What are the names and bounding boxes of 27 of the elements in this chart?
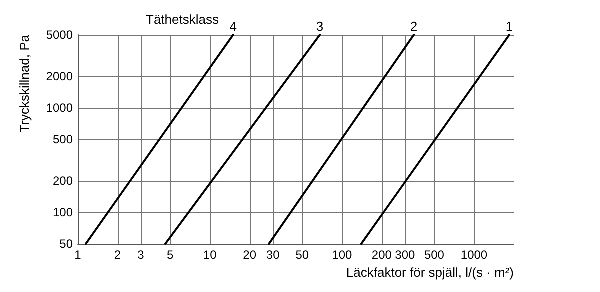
x-tick-label: 3 xyxy=(138,248,145,262)
series-label: 3 xyxy=(316,19,324,34)
y-tick-label: 50 xyxy=(60,237,74,251)
x-tick-label: 20 xyxy=(243,248,257,262)
series-label: 4 xyxy=(230,19,237,34)
x-tick-label: 50 xyxy=(296,248,310,262)
y-tick-label: 200 xyxy=(52,174,74,188)
y-tick-label: 1000 xyxy=(46,101,74,116)
series-label: 2 xyxy=(410,19,418,34)
x-tick-label: 300 xyxy=(395,248,416,262)
y-axis-title: Tryckskillnad, Pa xyxy=(17,34,32,133)
x-tick-label: 2 xyxy=(114,248,122,262)
x-tick-label: 1 xyxy=(74,248,82,262)
x-tick-label: 500 xyxy=(424,248,445,262)
series-label: 1 xyxy=(506,19,514,34)
x-tick-label: 30 xyxy=(266,248,280,262)
y-tick-label: 5000 xyxy=(46,28,74,42)
x-tick-label: 5 xyxy=(166,248,174,262)
x-tick-label: 200 xyxy=(372,248,392,262)
x-tick-label: 100 xyxy=(332,248,352,262)
y-tick-label: 2000 xyxy=(46,70,74,84)
x-axis-title: Läckfaktor för spjäll, l/(s · m²) xyxy=(346,265,514,280)
x-tick-label: 1000 xyxy=(460,248,488,262)
y-tick-label: 100 xyxy=(52,206,74,220)
x-tick-label: 10 xyxy=(203,248,218,262)
text: Täthetsklass xyxy=(146,12,220,27)
y-tick-label: 500 xyxy=(52,132,74,146)
